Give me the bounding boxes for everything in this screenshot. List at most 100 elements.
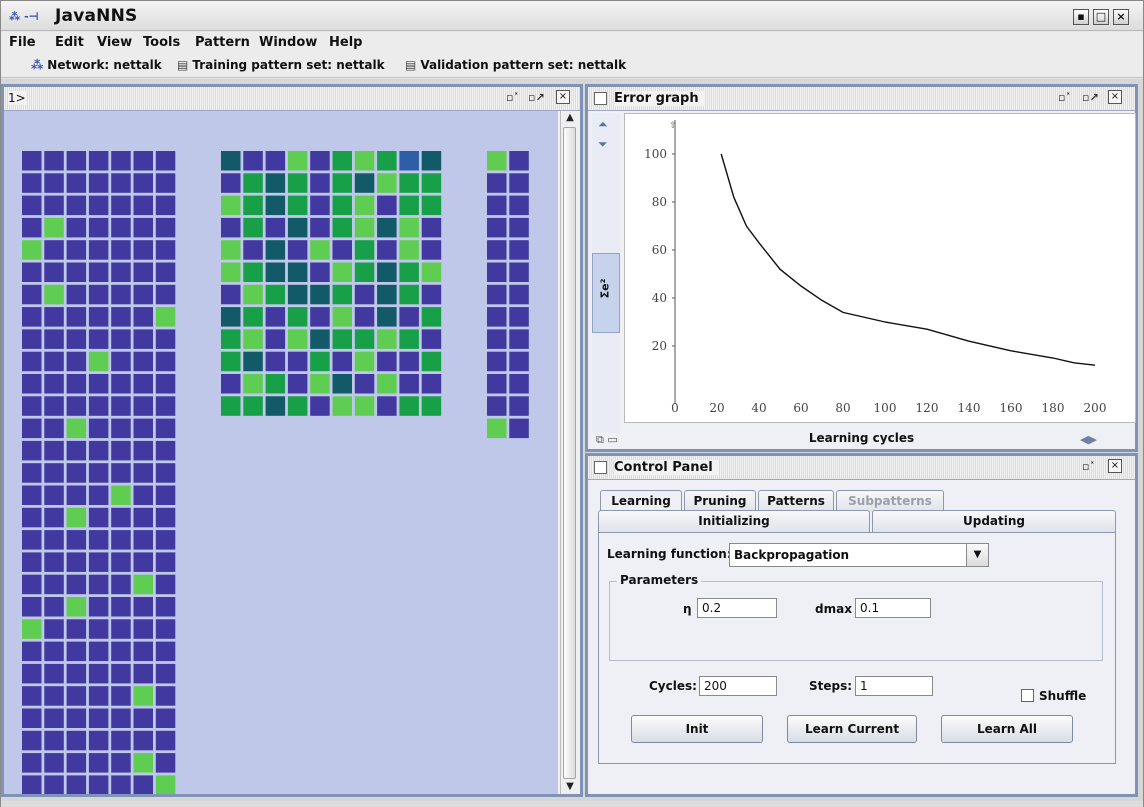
tab-updating[interactable]: Updating [872,510,1116,532]
scroll-up-icon[interactable]: ▲ [566,112,574,123]
input-unit [88,574,109,595]
hidden-unit [377,329,397,349]
y-tick-label: 20 [652,339,667,353]
chevron-down-icon[interactable]: ▼ [966,544,988,566]
close-button[interactable]: × [1113,9,1129,25]
input-unit [133,619,153,639]
scale-up-icon[interactable]: ⏶ [598,117,608,131]
input-unit [111,619,131,639]
pattern-set-icon: ▤ [405,58,417,72]
input-unit [44,507,64,528]
title-bar[interactable]: ⁂ -⊣ JavaNNS ▪ □ × [1,1,1143,31]
minimize-button[interactable]: ▪ [1073,9,1089,25]
hidden-unit [287,173,308,193]
control-panel-header[interactable]: Control Panel ▫˟ × [588,456,1135,480]
vertical-scrollbar[interactable]: ▲ ▼ [560,111,578,794]
close-icon[interactable]: × [556,90,570,104]
control-panel-window[interactable]: Control Panel ▫˟ × Learning Pruning Patt… [585,453,1138,797]
output-unit [509,284,529,305]
hidden-unit [221,240,241,260]
maximize-icon[interactable]: ▫↗ [1082,91,1099,104]
hidden-unit [287,374,308,394]
scroll-down-icon[interactable]: ▼ [566,781,574,792]
input-unit [66,217,87,238]
window-menu-icon[interactable] [594,92,607,105]
menu-file[interactable]: File [9,35,36,50]
scroll-thumb[interactable] [563,127,576,779]
info-bar: ⁂ Network: nettalk ▤ Training pattern set:… [1,54,1143,78]
hidden-unit [399,284,419,305]
y-axis-tab[interactable]: Σe² [592,253,620,333]
error-graph-header[interactable]: Error graph ▫˟ ▫↗ × [588,87,1135,111]
output-unit [509,173,529,193]
input-unit [22,552,42,572]
input-unit [44,151,64,171]
close-icon[interactable]: × [1108,90,1122,104]
tab-subpatterns[interactable]: Subpatterns [836,490,944,512]
hidden-unit [377,151,397,171]
error-graph-window[interactable]: Error graph ▫˟ ▫↗ × ⏶ ⏷ Σe² ⇧ 20 40 60 80 100… [585,84,1138,452]
menu-view[interactable]: View [97,35,133,50]
iconify-icon[interactable]: ▫˟ [1082,460,1095,473]
init-button[interactable]: Init [631,715,763,743]
hidden-unit [310,262,330,282]
input-unit [44,217,64,238]
output-unit [487,396,507,416]
input-unit [155,195,176,216]
menu-help[interactable]: Help [329,35,363,50]
graph-scroll-icon[interactable]: ◀▶ [1080,433,1097,446]
close-icon[interactable]: × [1108,459,1122,473]
learn-current-button[interactable]: Learn Current [787,715,917,743]
learning-function-select[interactable]: Backpropagation ▼ [729,543,989,567]
learn-all-button[interactable]: Learn All [941,715,1073,743]
hidden-unit [421,151,442,171]
input-unit [155,663,176,684]
input-unit [66,284,87,305]
hidden-unit [265,217,286,238]
output-unit [509,217,529,238]
hidden-unit [287,396,308,416]
error-curve [720,153,1096,366]
input-unit [22,507,42,528]
network-view-window[interactable]: 1> ▫˟ ▫↗ × ▲ ▼ [1,84,583,797]
steps-field[interactable]: 1 [855,676,933,696]
dmax-field[interactable]: 0.1 [855,598,931,618]
cycles-field[interactable]: 200 [699,676,777,696]
javanns-app-icon: ⁂ -⊣ [9,10,39,23]
input-unit [44,195,64,216]
shuffle-checkbox[interactable] [1021,689,1034,702]
y-tick-label: 40 [652,291,667,305]
graph-options-icon[interactable]: ⧉ ▭ [596,433,618,446]
y-axis-arrow-icon: ⇧ [669,121,677,131]
hidden-unit [354,195,375,216]
hidden-unit [265,329,286,349]
output-unit [509,151,529,171]
maximize-button[interactable]: □ [1093,9,1109,25]
scale-down-icon[interactable]: ⏷ [598,137,608,151]
input-unit [44,708,64,728]
input-unit [111,374,131,394]
tab-learning[interactable]: Learning [600,490,682,512]
tab-pruning[interactable]: Pruning [684,490,756,512]
tab-initializing[interactable]: Initializing [598,510,870,532]
window-menu-icon[interactable] [594,461,607,474]
maximize-icon[interactable]: ▫↗ [528,91,545,104]
tab-patterns[interactable]: Patterns [758,490,834,512]
eta-field[interactable]: 0.2 [697,598,777,618]
hidden-unit [310,240,330,260]
input-unit [66,552,87,572]
input-unit [44,552,64,572]
menu-window[interactable]: Window [259,35,318,50]
iconify-icon[interactable]: ▫˟ [1058,91,1071,104]
hidden-unit [399,173,419,193]
menu-pattern[interactable]: Pattern [195,35,250,50]
network-window-header[interactable]: 1> ▫˟ ▫↗ × [4,87,580,111]
iconify-icon[interactable]: ▫˟ [506,91,519,104]
input-unit [155,597,176,617]
menu-tools[interactable]: Tools [143,35,181,50]
network-canvas[interactable] [4,111,558,795]
input-unit [155,530,176,550]
output-unit [487,374,507,394]
menu-edit[interactable]: Edit [55,35,84,50]
